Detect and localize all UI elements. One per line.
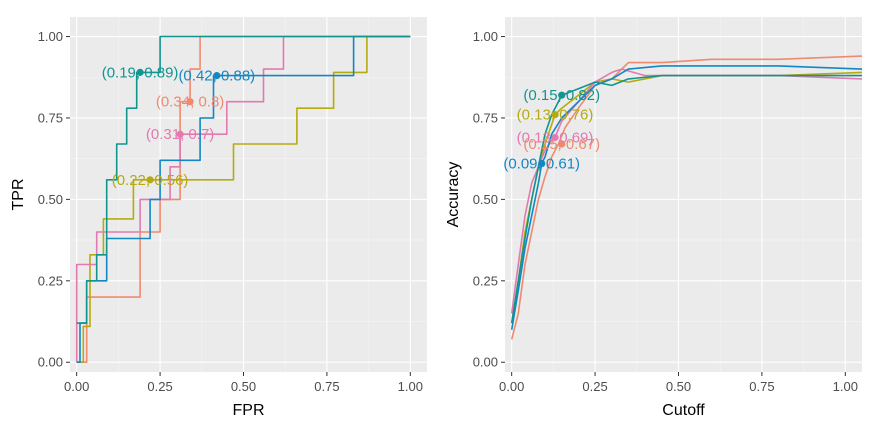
right-highlight-point-teal: [558, 91, 566, 99]
left-x-tick-label: 0.50: [231, 379, 256, 394]
left-y-tick-label: 0.75: [38, 110, 63, 125]
left-y-axis-title: TPR: [10, 179, 27, 211]
left-highlight-label-pink: (0.31, 0.7): [146, 126, 214, 143]
right-highlight-point-gold: [551, 111, 559, 119]
left-x-tick-label: 1.00: [398, 379, 423, 394]
right-plot-background: [505, 17, 862, 372]
accuracy-panel: 0.00 0.25 0.50 0.75 1.00 0.00 0.25 0.50 0.75 1.00…: [445, 17, 862, 419]
right-series-teal-line: [510, 74, 862, 324]
right-x-axis-title: Cutoff: [662, 402, 705, 419]
right-x-tick-label: 1.00: [833, 379, 858, 394]
left-highlight-label-red-extra: (0.34, 0.8): [156, 94, 224, 111]
right-highlight-point-blue: [538, 159, 546, 168]
right-y-tick-label: 0.00: [473, 355, 498, 370]
right-highlight-label-gold: (0.13, 0.76): [517, 107, 594, 124]
right-x-tick-label: 0.00: [499, 379, 524, 394]
right-x-tick-label: 0.25: [582, 379, 607, 394]
left-highlight-point-red-extra: [186, 98, 194, 106]
right-highlight-label-pink: (0.13, 0.69): [517, 130, 594, 147]
right-highlight-label-red: (0.15, 0.67): [523, 136, 600, 153]
left-series-teal-line: [76, 35, 411, 324]
right-series-group: [510, 55, 862, 340]
right-y-axis-title: Accuracy: [445, 162, 462, 228]
left-highlight-label-teal: (0.19, 0.89): [102, 64, 179, 81]
right-highlight-point-red: [558, 140, 566, 148]
left-series-pink-line: [75, 35, 411, 363]
left-x-axis-title: FPR: [233, 402, 265, 419]
left-x-tick-label: 0.25: [147, 379, 172, 394]
left-highlight-point-pink: [176, 130, 184, 138]
right-x-tick-label: 0.50: [666, 379, 691, 394]
left-y-tick-label: 1.00: [38, 29, 63, 44]
right-highlight-label-blue: (0.09, 0.61): [503, 156, 580, 173]
right-y-tick-label: 0.25: [473, 273, 498, 288]
left-y-tick-label: 0.50: [38, 192, 63, 207]
right-y-tick-label: 0.50: [473, 192, 498, 207]
left-highlight-point-teal: [136, 68, 144, 76]
left-x-tick-label: 0.75: [314, 379, 339, 394]
left-highlight-label-blue: (0.42, 0.88): [178, 68, 255, 85]
left-x-tick-label: 0.00: [64, 379, 89, 394]
roc-panel: 0.00 0.25 0.50 0.75 1.00 0.00 0.25 0.50 0.75 1.00…: [10, 17, 427, 419]
left-y-tick-label: 0.00: [38, 355, 63, 370]
left-highlight-point-blue: [213, 72, 221, 80]
right-highlight-point-pink: [551, 133, 559, 142]
right-highlight-label-teal: (0.15, 0.82): [523, 87, 600, 104]
right-series-red-line: [510, 55, 862, 340]
left-highlight-point-gold: [146, 176, 154, 184]
left-y-tick-label: 0.25: [38, 273, 63, 288]
right-y-tick-label: 1.00: [473, 29, 498, 44]
left-highlight-label-gold: (0.22, 0.56): [112, 172, 189, 189]
right-y-tick-label: 0.75: [473, 110, 498, 125]
right-series-blue-line: [510, 65, 862, 330]
right-x-tick-label: 0.75: [749, 379, 774, 394]
